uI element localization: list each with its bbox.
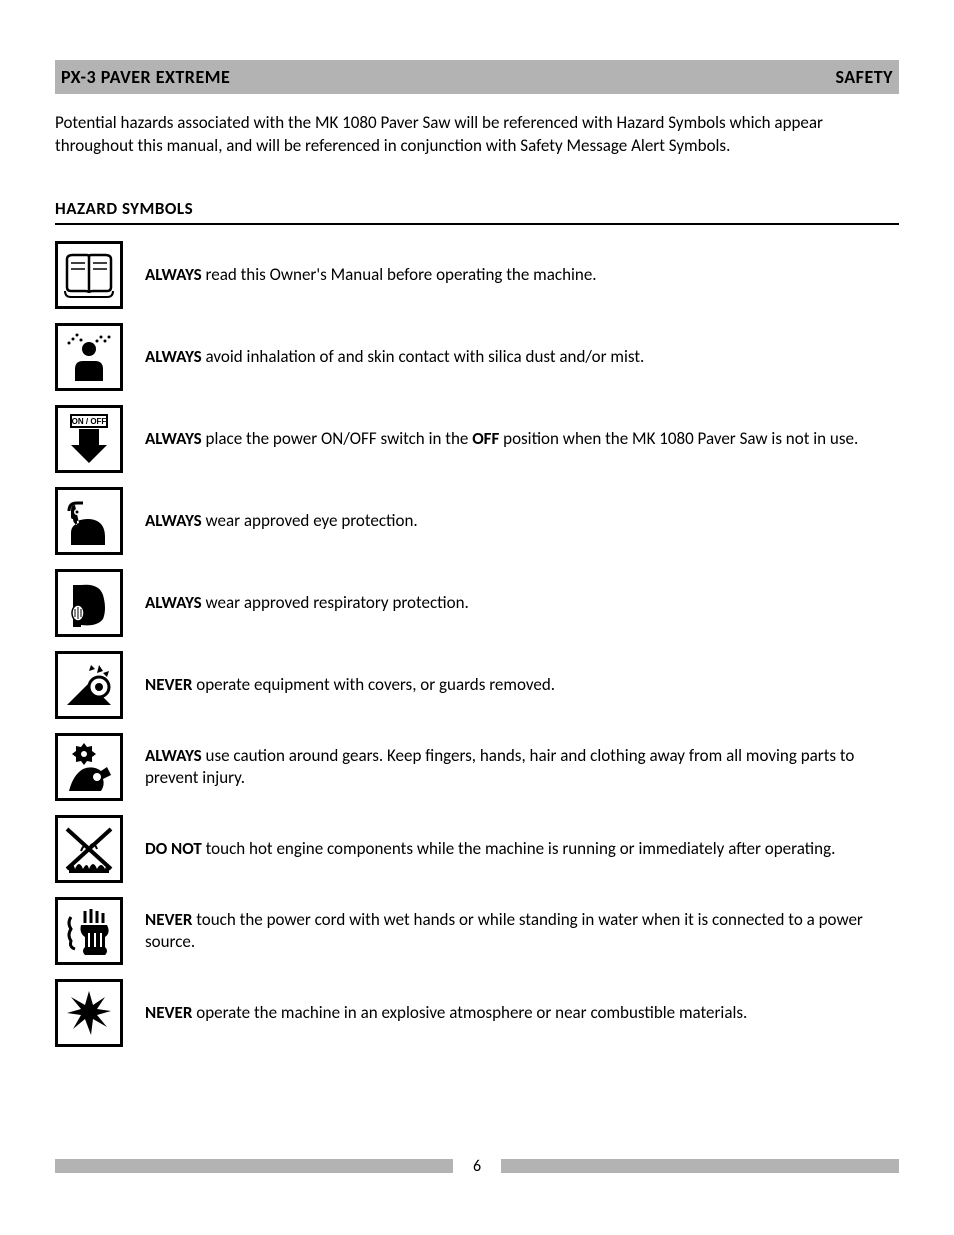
- footer: 6: [55, 1157, 899, 1176]
- hazard-item: ON / OFF ALWAYS place the power ON/OFF sw…: [55, 405, 899, 473]
- hazard-text: ALWAYS avoid inhalation of and skin cont…: [145, 346, 899, 368]
- hazard-text: ALWAYS wear approved eye protection.: [145, 510, 899, 532]
- footer-bar-right: [501, 1159, 899, 1173]
- hazard-item: ALWAYS use caution around gears. Keep fi…: [55, 733, 899, 801]
- gears-icon: [55, 733, 123, 801]
- hazard-text: ALWAYS wear approved respiratory protect…: [145, 592, 899, 614]
- header-bar: PX-3 PAVER EXTREME SAFETY: [55, 60, 899, 94]
- wet-icon: [55, 897, 123, 965]
- hazard-item: NEVER touch the power cord with wet hand…: [55, 897, 899, 965]
- hazard-text: NEVER operate the machine in an explosiv…: [145, 1002, 899, 1024]
- hazard-item: ALWAYS wear approved eye protection.: [55, 487, 899, 555]
- header-title-right: SAFETY: [835, 66, 893, 88]
- hazard-text: ALWAYS read this Owner's Manual before o…: [145, 264, 899, 286]
- hot-icon: [55, 815, 123, 883]
- book-icon: [55, 241, 123, 309]
- hazard-list: ALWAYS read this Owner's Manual before o…: [55, 241, 899, 1047]
- page-number: 6: [467, 1157, 487, 1176]
- hazard-item: NEVER operate the machine in an explosiv…: [55, 979, 899, 1047]
- eye-icon: [55, 487, 123, 555]
- explode-icon: [55, 979, 123, 1047]
- footer-bar-left: [55, 1159, 453, 1173]
- section-title: HAZARD SYMBOLS: [55, 198, 899, 225]
- guard-icon: [55, 651, 123, 719]
- hazard-text: NEVER touch the power cord with wet hand…: [145, 909, 899, 953]
- resp-icon: [55, 569, 123, 637]
- hazard-text: ALWAYS use caution around gears. Keep fi…: [145, 745, 899, 789]
- hazard-item: DO NOT touch hot engine components while…: [55, 815, 899, 883]
- intro-paragraph: Potential hazards associated with the MK…: [55, 112, 899, 158]
- hazard-item: ALWAYS wear approved respiratory protect…: [55, 569, 899, 637]
- svg-text:ON / OFF: ON / OFF: [72, 417, 107, 426]
- hazard-text: ALWAYS place the power ON/OFF switch in …: [145, 428, 899, 450]
- onoff-icon: ON / OFF: [55, 405, 123, 473]
- hazard-item: ALWAYS read this Owner's Manual before o…: [55, 241, 899, 309]
- hazard-text: DO NOT touch hot engine components while…: [145, 838, 899, 860]
- hazard-item: NEVER operate equipment with covers, or …: [55, 651, 899, 719]
- hazard-item: ALWAYS avoid inhalation of and skin cont…: [55, 323, 899, 391]
- dust-icon: [55, 323, 123, 391]
- hazard-text: NEVER operate equipment with covers, or …: [145, 674, 899, 696]
- header-title-left: PX-3 PAVER EXTREME: [61, 66, 230, 88]
